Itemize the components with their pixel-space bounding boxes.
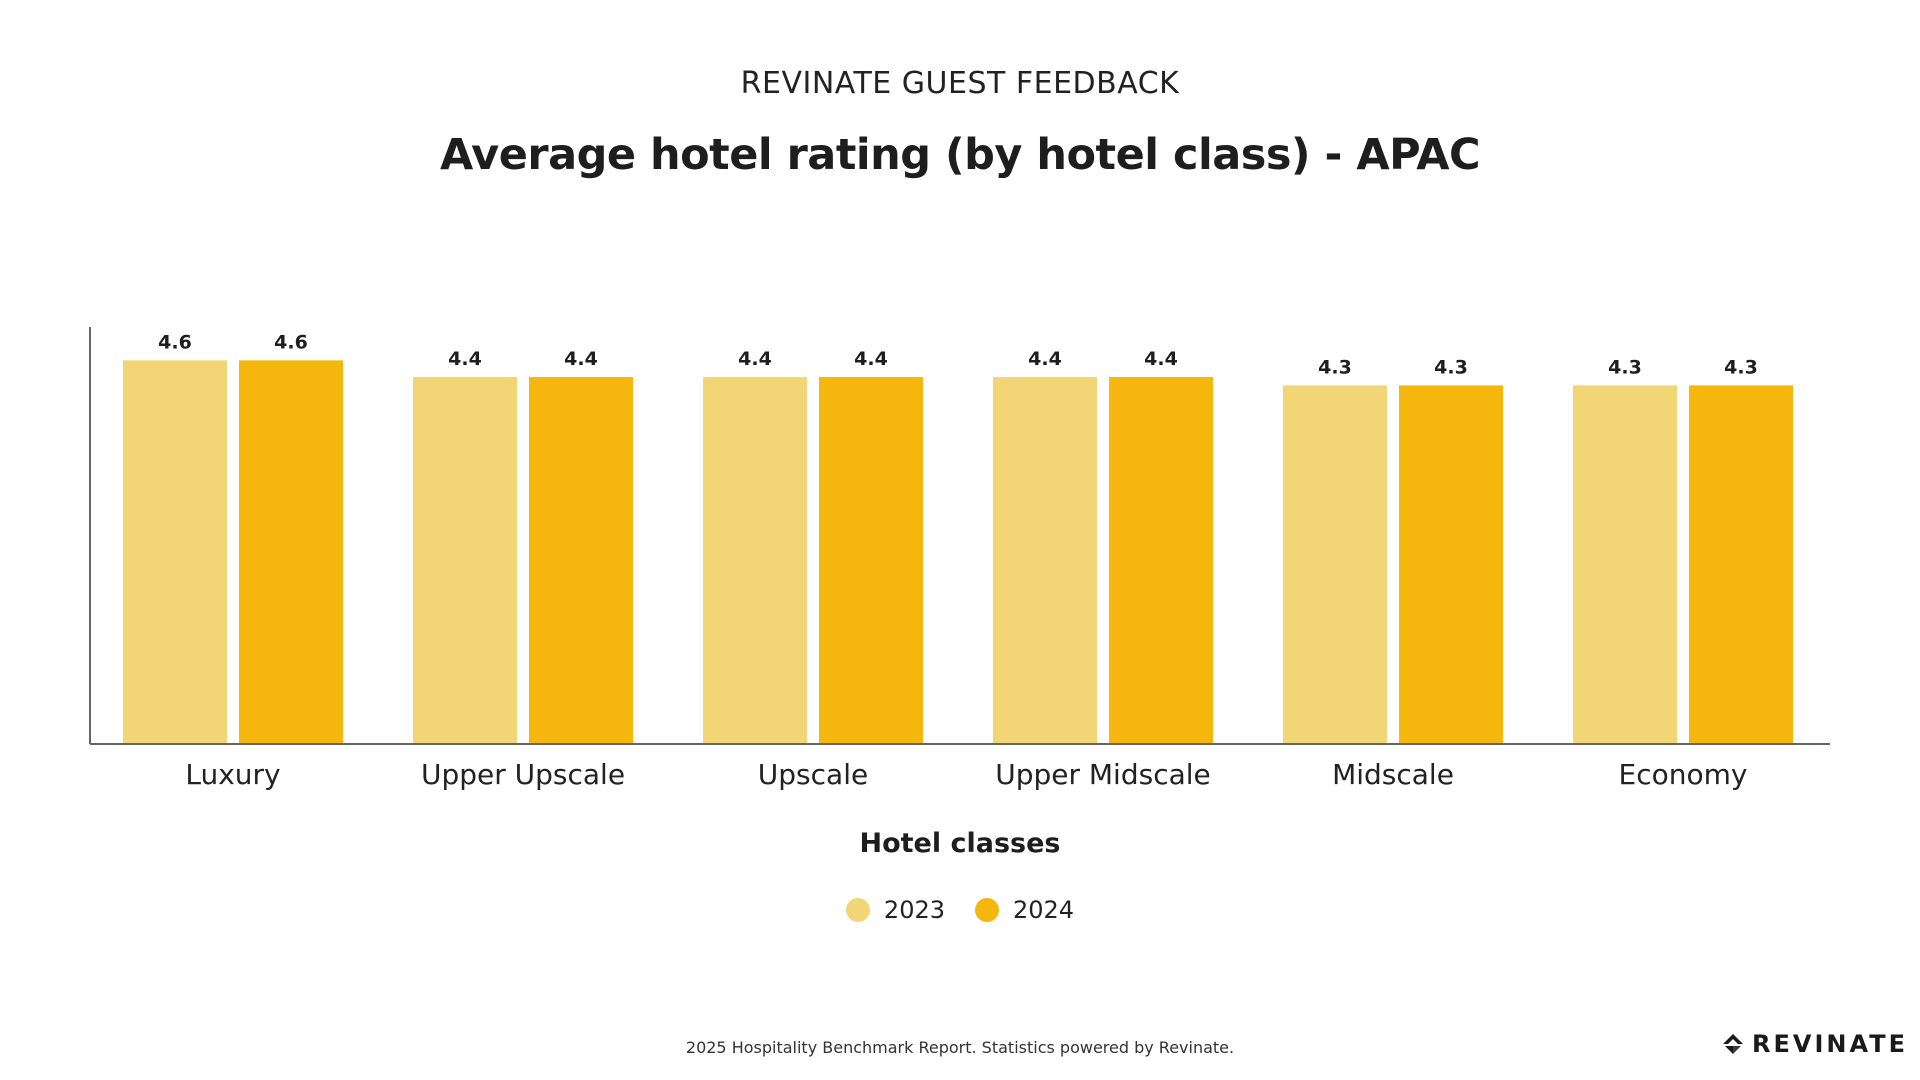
- data-label-2024-midscale: 4.3: [1434, 356, 1468, 378]
- data-label-2024-luxury: 4.6: [274, 331, 308, 353]
- chart-title: Average hotel rating (by hotel class) - …: [439, 130, 1481, 180]
- data-label-2023-upscale: 4.4: [738, 348, 772, 370]
- data-label-2023-midscale: 4.3: [1318, 356, 1352, 378]
- bar-2023-upper-upscale: [413, 377, 517, 744]
- bar-2024-upper-midscale: [1109, 377, 1213, 744]
- bar-2023-midscale: [1283, 385, 1387, 744]
- legend-label-2023: 2023: [883, 896, 945, 924]
- x-tick-label-midscale: Midscale: [1332, 758, 1454, 791]
- revinate-logo: REVINATE: [1722, 1030, 1908, 1058]
- legend-item-2024: 2024: [975, 896, 1074, 924]
- bar-2024-midscale: [1399, 385, 1503, 744]
- bar-2023-luxury: [123, 360, 227, 744]
- chart-eyebrow: REVINATE GUEST FEEDBACK: [740, 66, 1180, 101]
- bar-2024-upscale: [819, 377, 923, 744]
- x-tick-label-economy: Economy: [1619, 758, 1748, 791]
- data-label-2023-upper-upscale: 4.4: [448, 348, 482, 370]
- legend-label-2024: 2024: [1013, 896, 1075, 924]
- data-label-2024-upscale: 4.4: [854, 348, 888, 370]
- x-tick-label-upper-upscale: Upper Upscale: [421, 758, 625, 791]
- bar-2023-upscale: [703, 377, 807, 744]
- x-tick-label-upper-midscale: Upper Midscale: [995, 758, 1211, 791]
- bar-2023-economy: [1573, 385, 1677, 744]
- footer-credit: 2025 Hospitality Benchmark Report. Stati…: [685, 1038, 1235, 1057]
- data-label-2023-upper-midscale: 4.4: [1028, 348, 1062, 370]
- legend-item-2023: 2023: [845, 896, 945, 924]
- bar-2023-upper-midscale: [993, 377, 1097, 744]
- legend-swatch-2024: [975, 898, 999, 922]
- bar-2024-upper-upscale: [529, 377, 633, 744]
- data-label-2023-luxury: 4.6: [158, 331, 192, 353]
- x-tick-label-luxury: Luxury: [185, 758, 280, 791]
- revinate-logo-icon: [1723, 1034, 1744, 1054]
- data-label-2023-economy: 4.3: [1608, 356, 1642, 378]
- revinate-logo-text: REVINATE: [1752, 1030, 1908, 1058]
- bar-2024-luxury: [239, 360, 343, 744]
- bar-2024-economy: [1689, 385, 1793, 744]
- labels-group: 4.6 4.6 Luxury 4.4 4.4 Upper Upscale 4.4 4.4 Ups…: [158, 331, 1758, 859]
- legend: 2023 2024: [0, 896, 1920, 924]
- bars-group: [123, 360, 1793, 744]
- bar-chart: 4.6 4.6 Luxury 4.4 4.4 Upper Upscale 4.4 4.4 Ups…: [89, 327, 1830, 859]
- data-label-2024-economy: 4.3: [1724, 356, 1758, 378]
- x-tick-label-upscale: Upscale: [758, 758, 868, 791]
- data-label-2024-upper-midscale: 4.4: [1144, 348, 1178, 370]
- axes-group: [89, 327, 1830, 745]
- x-axis-title: Hotel classes: [859, 828, 1060, 859]
- data-label-2024-upper-upscale: 4.4: [564, 348, 598, 370]
- legend-swatch-2023: [845, 898, 870, 922]
